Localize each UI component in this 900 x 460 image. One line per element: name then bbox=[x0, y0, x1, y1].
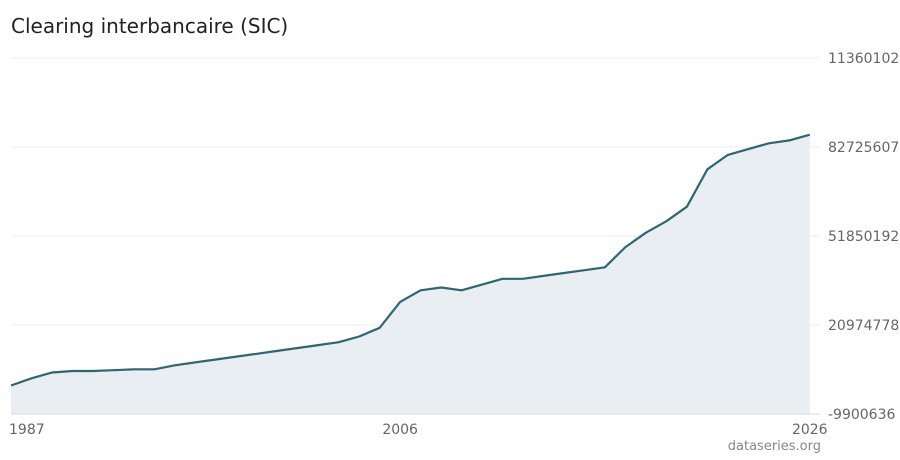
x-tick-label: 2026 bbox=[792, 422, 828, 438]
series-line bbox=[10, 133, 811, 387]
area-fill bbox=[11, 134, 810, 414]
y-tick-label: -9900636 bbox=[828, 407, 895, 423]
y-tick-label: 82725607 bbox=[828, 140, 899, 156]
source-credit: dataseries.org bbox=[727, 439, 821, 454]
y-axis-ticks: 113601021 82725607 51850192 20974778 -990063… bbox=[828, 51, 900, 423]
x-axis-ticks: 1987 2006 2026 bbox=[9, 422, 828, 438]
y-tick-label: 51850192 bbox=[828, 229, 899, 245]
x-tick-label: 1987 bbox=[9, 422, 45, 438]
x-tick-label: 2006 bbox=[382, 422, 418, 438]
y-tick-label: 113601021 bbox=[828, 51, 900, 67]
chart-title: Clearing interbancaire (SIC) bbox=[11, 14, 289, 38]
y-tick-label: 20974778 bbox=[828, 318, 899, 334]
